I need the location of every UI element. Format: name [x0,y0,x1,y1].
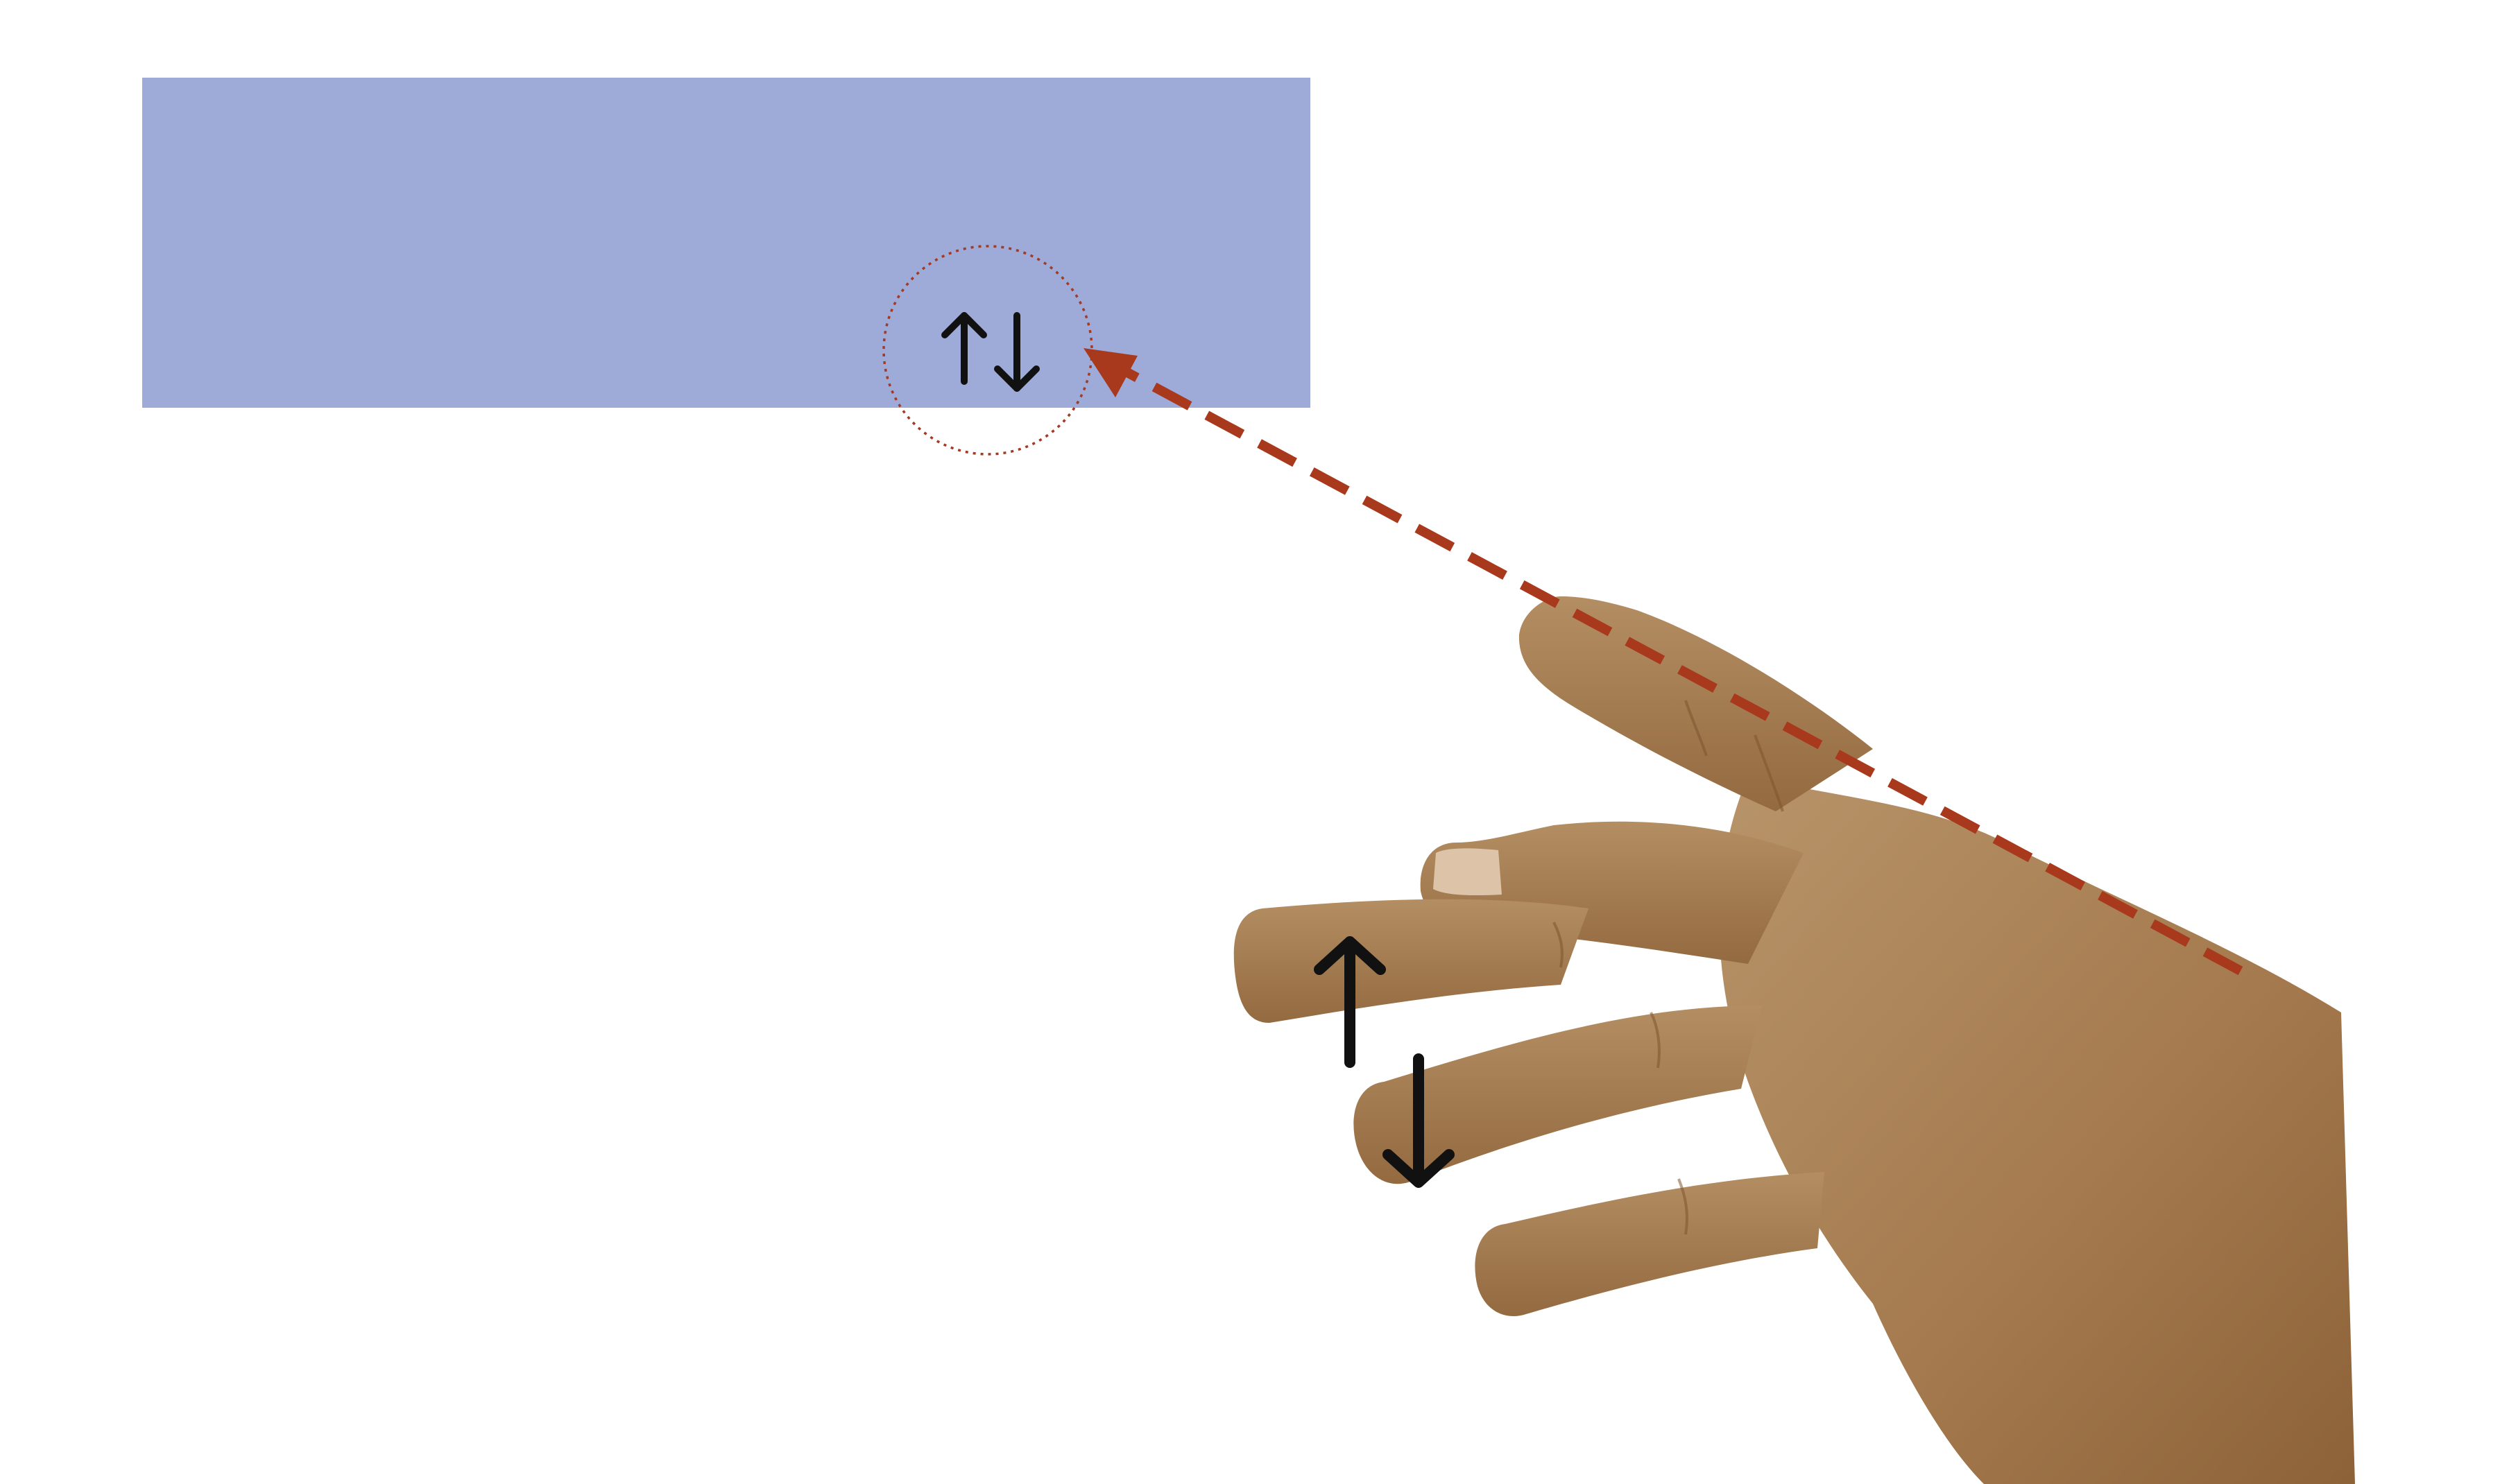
middle-finger [1233,899,1588,1023]
knuckle-creases [1552,700,1784,1235]
up-down-arrows-icon [941,312,1040,392]
index-finger [1518,596,1873,811]
cursor-indicator [882,245,1093,456]
little-finger [1475,1172,1824,1317]
gesture-down-arrowhead [1382,1149,1455,1188]
dotted-cursor-circle [882,245,1093,456]
hand-palm [1719,777,2355,1484]
pointing-hand-icon [1233,596,2355,1484]
pointing-line [1084,348,2243,976]
pointer-arrowhead [1084,348,1138,397]
gesture-up-down-arrows-icon [1314,936,1455,1188]
gesture-up-arrowhead [1314,936,1386,975]
thumbnail [1433,848,1502,896]
dashed-pointer-line [1115,363,2243,976]
